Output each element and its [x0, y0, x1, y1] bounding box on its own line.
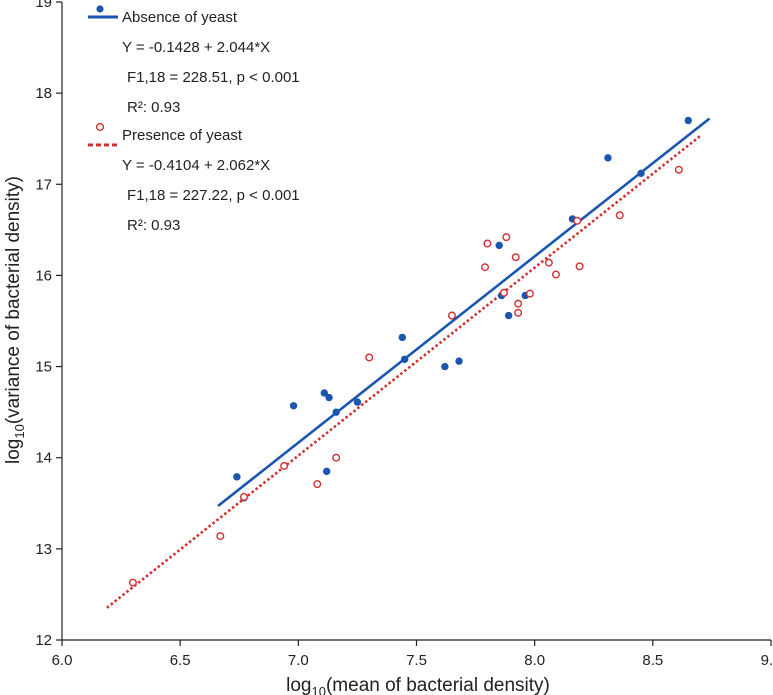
legend: Absence of yeast Y = -0.1428 + 2.044*X F… [88, 5, 300, 234]
point-presence [511, 253, 520, 262]
point-absence [353, 398, 362, 406]
x-axis-ticks: 6.0 6.5 7.0 7.5 8.0 8.5 9.0 [52, 640, 773, 669]
point-absence [684, 116, 692, 125]
legend-stats-absence: F1,18 = 228.51, p < 0.001 [127, 69, 300, 86]
point-presence [674, 165, 683, 174]
point-presence [551, 270, 560, 279]
point-presence [514, 308, 523, 317]
point-presence [525, 289, 534, 298]
y-axis-ticks: 12 13 14 15 16 17 18 19 [35, 0, 62, 649]
y-tick-label: 19 [35, 0, 52, 11]
y-axis-title: log10(variance of bacterial density) [3, 176, 27, 464]
point-absence [322, 467, 331, 476]
point-absence [320, 389, 329, 397]
point-presence [128, 578, 137, 587]
legend-marker-absence [96, 5, 104, 13]
axes [61, 2, 771, 641]
legend-label-absence: Absence of yeast [122, 9, 238, 26]
point-presence [216, 532, 225, 541]
x-tick-label: 7.5 [406, 652, 427, 669]
point-presence [544, 258, 553, 267]
y-tick-label: 16 [35, 267, 52, 284]
fit-line-absence [217, 117, 711, 508]
point-absence [495, 241, 503, 250]
point-absence [637, 169, 645, 178]
point-absence [233, 473, 241, 481]
point-absence [604, 154, 612, 162]
point-absence [455, 357, 463, 365]
legend-marker-presence [95, 122, 105, 132]
point-presence [573, 216, 582, 225]
y-tick-label: 15 [35, 359, 52, 376]
point-absence [332, 408, 340, 416]
x-axis-title: log10(mean of bacterial density) [286, 675, 550, 695]
legend-equation-absence: Y = -0.1428 + 2.044*X [122, 39, 270, 56]
y-tick-label: 14 [35, 450, 52, 467]
y-tick-label: 18 [35, 85, 52, 102]
point-presence [502, 233, 511, 242]
legend-equation-presence: Y = -0.4104 + 2.062*X [122, 157, 270, 174]
point-presence [481, 263, 490, 272]
point-presence [483, 239, 492, 248]
x-tick-label: 8.0 [524, 652, 545, 669]
point-absence [441, 362, 449, 371]
x-tick-label: 9.0 [761, 652, 773, 669]
fit-lines [106, 117, 711, 609]
y-tick-label: 17 [35, 176, 52, 193]
point-presence [447, 311, 456, 320]
point-absence [400, 355, 409, 363]
point-absence [325, 393, 333, 402]
legend-r2-absence: R²: 0.93 [127, 99, 180, 116]
point-absence [504, 311, 513, 320]
point-absence [398, 333, 407, 342]
x-tick-label: 6.5 [170, 652, 191, 669]
point-presence [280, 461, 289, 470]
data-points [128, 116, 692, 587]
legend-r2-presence: R²: 0.93 [127, 217, 180, 234]
point-presence [499, 288, 508, 297]
y-tick-label: 13 [35, 541, 52, 558]
legend-stats-presence: F1,18 = 227.22, p < 0.001 [127, 187, 300, 204]
y-tick-label: 12 [35, 632, 52, 649]
x-tick-label: 7.0 [288, 652, 309, 669]
point-presence [514, 299, 523, 308]
point-presence [615, 211, 624, 220]
point-presence [365, 353, 374, 362]
fit-line-presence [106, 135, 701, 609]
point-presence [313, 480, 322, 489]
point-presence [332, 453, 341, 462]
x-tick-label: 6.0 [52, 652, 73, 669]
point-presence [575, 262, 584, 271]
point-presence [239, 492, 248, 501]
x-tick-label: 8.5 [642, 652, 663, 669]
point-absence [289, 402, 298, 410]
legend-label-presence: Presence of yeast [122, 127, 243, 144]
